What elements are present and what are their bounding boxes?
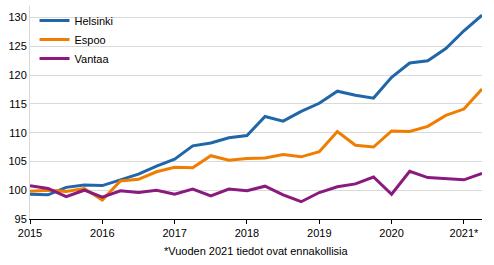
svg-text:2019: 2019: [307, 227, 331, 239]
svg-text:125: 125: [8, 40, 26, 52]
svg-text:2017: 2017: [162, 227, 186, 239]
svg-text:2016: 2016: [90, 227, 114, 239]
svg-text:*Vuoden 2021 tiedot ovat ennak: *Vuoden 2021 tiedot ovat ennakollisia: [164, 245, 349, 257]
svg-text:Helsinki: Helsinki: [75, 15, 114, 27]
svg-text:Espoo: Espoo: [75, 34, 106, 46]
svg-text:115: 115: [9, 98, 27, 110]
svg-text:2018: 2018: [235, 227, 259, 239]
svg-text:2020: 2020: [379, 227, 403, 239]
svg-text:2021*: 2021*: [450, 227, 479, 239]
svg-text:Vantaa: Vantaa: [75, 53, 110, 65]
svg-text:100: 100: [8, 184, 26, 196]
svg-text:105: 105: [8, 155, 26, 167]
svg-text:2015: 2015: [18, 227, 42, 239]
svg-text:110: 110: [9, 126, 27, 138]
svg-text:130: 130: [8, 11, 26, 23]
svg-text:120: 120: [8, 69, 26, 81]
svg-text:95: 95: [15, 213, 27, 225]
